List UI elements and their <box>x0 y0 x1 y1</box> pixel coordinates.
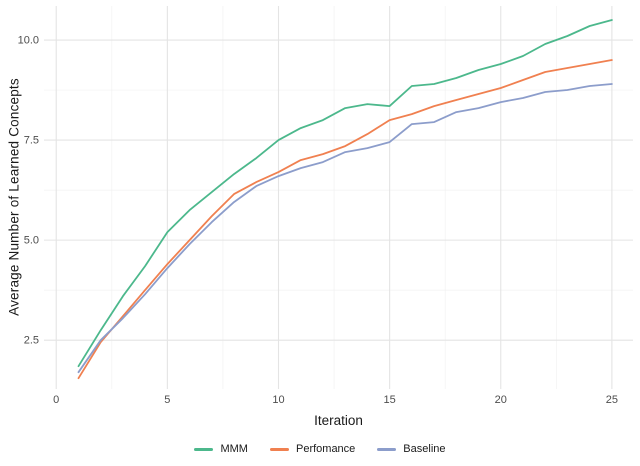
x-tick-label: 25 <box>606 394 618 406</box>
x-tick-label: 5 <box>164 394 170 406</box>
series-line-mmm <box>77 19 613 368</box>
x-tick-label: 0 <box>53 394 59 406</box>
x-tick-label: 20 <box>495 394 507 406</box>
y-tick-label: 5.0 <box>24 235 39 247</box>
x-axis-title: Iteration <box>314 413 363 428</box>
legend-key-perfomance <box>269 448 289 451</box>
legend: MMM Perfomance Baseline <box>0 444 640 455</box>
legend-label: Perfomance <box>295 443 356 455</box>
legend-item-perfomance: Perfomance <box>269 443 356 455</box>
legend-label: MMM <box>220 443 248 455</box>
series-line-baseline <box>77 83 613 374</box>
legend-label: Baseline <box>403 443 446 455</box>
y-tick-label: 10.0 <box>18 35 39 47</box>
series-line-perfomance <box>77 59 613 380</box>
legend-item-baseline: Baseline <box>377 443 446 455</box>
legend-key-mmm <box>194 448 214 451</box>
x-tick-label: 10 <box>272 394 284 406</box>
legend-key-baseline <box>377 448 397 451</box>
x-tick-label: 15 <box>383 394 395 406</box>
y-tick-label: 2.5 <box>24 335 39 347</box>
y-tick-label: 7.5 <box>24 135 39 147</box>
y-axis-title: Average Number of Learned Concepts <box>6 78 22 316</box>
legend-item-mmm: MMM <box>194 444 248 455</box>
